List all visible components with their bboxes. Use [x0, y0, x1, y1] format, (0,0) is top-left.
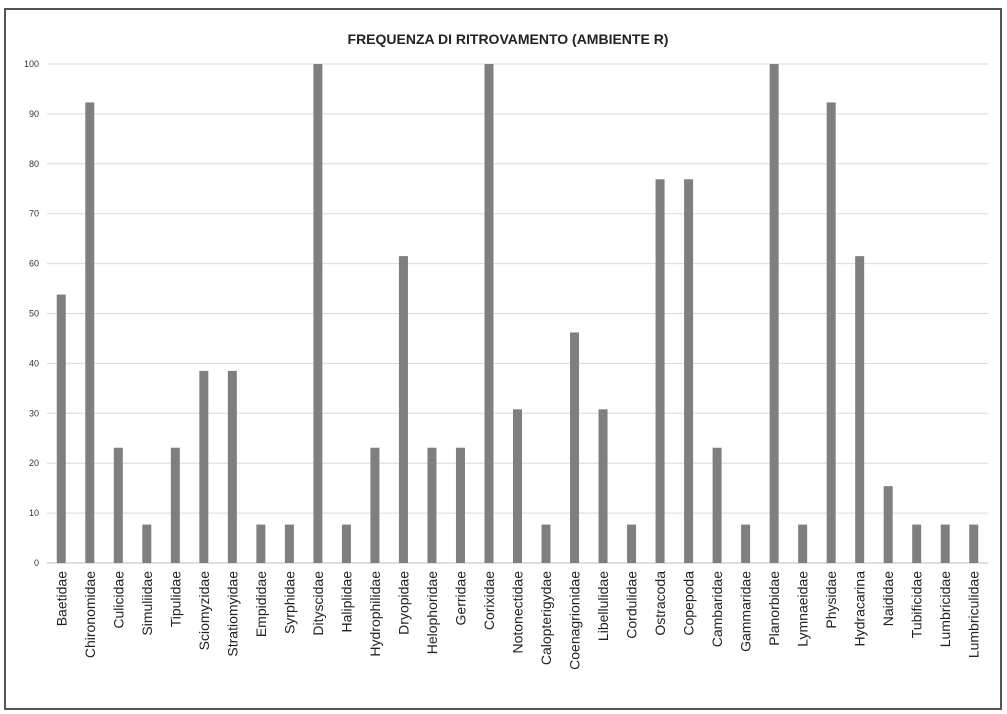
- x-tick-label: Syrphidae: [281, 571, 297, 634]
- x-tick-label: Dityscidae: [310, 571, 326, 636]
- bar-hydracarina: [855, 256, 865, 563]
- y-tick-label: 10: [29, 508, 39, 518]
- x-tick-label: Haliplidae: [338, 571, 354, 633]
- x-tick-label: Copepoda: [681, 571, 697, 636]
- y-tick-label: 50: [29, 309, 39, 319]
- x-tick-label: Empididae: [253, 571, 269, 637]
- x-tick-label: Lumbriculidae: [966, 571, 982, 658]
- bar-empididae: [256, 524, 266, 563]
- x-tick-label: Calopterigydae: [538, 571, 554, 665]
- bar-lymnaeidae: [798, 524, 808, 563]
- bar-tipulidae: [170, 447, 180, 563]
- x-tick-label: Ostracoda: [652, 571, 668, 636]
- bar-cordulidae: [627, 524, 637, 563]
- x-tick-label: Hydracarina: [852, 571, 868, 647]
- x-tick-label: Corixidae: [481, 571, 497, 630]
- bar-dityscidae: [313, 64, 323, 563]
- bar-gerridae: [455, 447, 465, 563]
- bar-ostracoda: [655, 179, 665, 564]
- x-tick-label: Baetidae: [53, 571, 69, 626]
- x-tick-label: Libellulidae: [595, 571, 611, 641]
- x-tick-label: Cambaridae: [709, 571, 725, 647]
- x-tick-label: Cordulidae: [624, 571, 640, 639]
- bar-copepoda: [684, 179, 694, 564]
- bar-stratiomyidae: [227, 370, 237, 563]
- bar-corixidae: [484, 64, 494, 563]
- x-tick-label: Tubificidae: [909, 571, 925, 638]
- bar-syrphidae: [284, 524, 294, 563]
- bar-naididae: [883, 486, 893, 563]
- y-tick-label: 0: [34, 558, 39, 568]
- bar-chironomidae: [85, 102, 95, 563]
- y-tick-label: 80: [29, 159, 39, 169]
- bar-cambaridae: [712, 447, 722, 563]
- y-tick-label: 20: [29, 458, 39, 468]
- y-axis-ticks: 0 10 20 30 40 50 60 70 80 90 100: [24, 59, 39, 568]
- bar-lumbriculidae: [969, 524, 979, 563]
- bar-baetidae: [56, 294, 66, 563]
- x-tick-label: Naididae: [880, 571, 896, 626]
- x-tick-label: Gammaridae: [738, 571, 754, 652]
- bar-helophoridae: [427, 447, 437, 563]
- x-tick-label: Lymnaeidae: [795, 571, 811, 647]
- bar-haliplidae: [341, 524, 351, 563]
- bar-simuliidae: [142, 524, 152, 563]
- x-tick-label: Helophoridae: [424, 571, 440, 654]
- bar-libellulidae: [598, 409, 608, 563]
- bar-culicidae: [113, 447, 123, 563]
- y-tick-label: 30: [29, 408, 39, 418]
- y-tick-label: 100: [24, 59, 39, 69]
- bar-planorbidae: [769, 64, 779, 563]
- x-tick-label: Sciomyzidae: [196, 571, 212, 651]
- y-tick-label: 60: [29, 259, 39, 269]
- y-tick-label: 40: [29, 358, 39, 368]
- bar-gammaridae: [741, 524, 751, 563]
- x-axis-ticks: Baetidae Chironomidae Culicidae Simuliidae T…: [53, 571, 981, 670]
- y-tick-label: 90: [29, 109, 39, 119]
- x-tick-label: Lumbricidae: [937, 571, 953, 647]
- x-tick-label: Hydrophilidae: [367, 571, 383, 657]
- bar-hydrophilidae: [370, 447, 380, 563]
- x-tick-label: Coenagrionidae: [567, 571, 583, 670]
- x-tick-label: Stratiomyidae: [224, 571, 240, 657]
- bar-dryopidae: [398, 256, 408, 563]
- bar-notonectidae: [513, 409, 522, 563]
- chart-title: FREQUENZA DI RITROVAMENTO (AMBIENTE R): [348, 31, 669, 47]
- bar-calopterigydae: [541, 524, 551, 563]
- x-tick-label: Culicidae: [110, 571, 126, 629]
- y-tick-label: 70: [29, 209, 39, 219]
- bar-lumbricidae: [940, 524, 950, 563]
- bar-tubificidae: [912, 524, 922, 563]
- x-tick-label: Gerridae: [452, 571, 468, 626]
- bar-physidae: [826, 102, 836, 563]
- x-tick-label: Simuliidae: [139, 571, 155, 636]
- x-tick-label: Planorbidae: [766, 571, 782, 646]
- x-tick-label: Tipulidae: [167, 571, 183, 628]
- x-tick-label: Chironomidae: [82, 571, 98, 658]
- x-tick-label: Physidae: [823, 571, 839, 629]
- bar-coenagrionidae: [570, 332, 580, 563]
- bars: [56, 64, 979, 564]
- x-tick-label: Dryopidae: [395, 571, 411, 635]
- bar-sciomyzidae: [199, 370, 209, 563]
- x-tick-label: Notonectidae: [510, 571, 526, 654]
